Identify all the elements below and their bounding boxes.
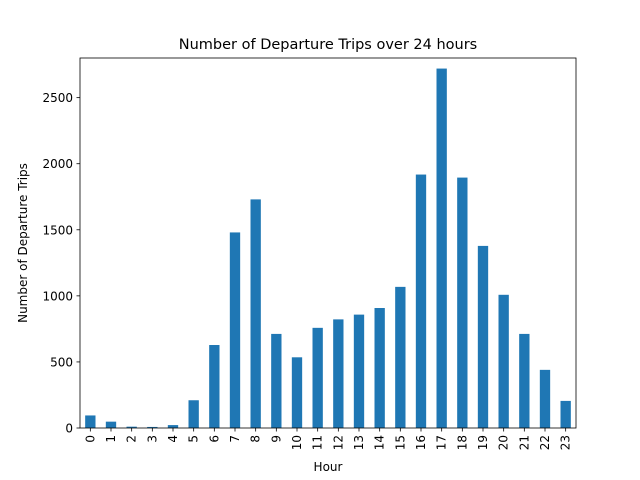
bar-hour-11 (312, 327, 323, 428)
x-tick-label: 6 (207, 435, 221, 443)
x-tick-label: 1 (104, 435, 118, 443)
y-axis-title: Number of Departure Trips (16, 163, 30, 323)
y-axis-ticks: 0 500 1000 1500 2000 2500 (42, 91, 80, 436)
x-tick-label: 2 (125, 435, 139, 443)
bar-hour-18 (457, 177, 468, 428)
bar-hour-15 (395, 286, 406, 428)
bar-hour-4 (167, 425, 179, 428)
x-tick-label: 13 (352, 435, 366, 450)
bar-hour-20 (498, 294, 509, 428)
bar-hour-9 (271, 333, 282, 428)
bar-hour-12 (333, 319, 344, 428)
bar-hour-8 (250, 199, 261, 428)
bar-hour-3 (147, 426, 158, 428)
bar-hour-22 (539, 369, 551, 428)
bar-hour-23 (560, 400, 571, 428)
bar-hour-6 (209, 345, 220, 428)
bar-hour-13 (353, 314, 365, 428)
x-axis-ticks: 0 1 2 3 4 5 6 7 8 9 10 11 12 13 14 15 16 17 18 19 20 21 22 23 (83, 428, 573, 450)
bar-hour-2 (126, 426, 137, 428)
chart-title: Number of Departure Trips over 24 hours (179, 37, 477, 53)
x-tick-label: 19 (476, 435, 490, 450)
x-tick-label: 21 (517, 435, 531, 450)
y-tick-label: 0 (65, 422, 73, 436)
x-tick-label: 20 (497, 435, 511, 450)
bar-hour-10 (291, 357, 303, 428)
bar-hour-21 (519, 333, 530, 428)
x-tick-label: 12 (331, 435, 345, 450)
y-tick-label: 2500 (42, 91, 73, 105)
x-tick-label: 22 (538, 435, 552, 450)
y-tick-label: 1500 (42, 223, 73, 237)
bar-hour-16 (415, 174, 427, 428)
bar-hour-19 (477, 245, 489, 428)
x-tick-label: 7 (228, 435, 242, 443)
y-tick-label: 2000 (42, 157, 73, 171)
y-tick-label: 500 (50, 355, 73, 369)
x-tick-label: 3 (145, 435, 159, 443)
x-tick-label: 18 (455, 435, 469, 450)
bar-hour-7 (229, 232, 241, 428)
x-tick-label: 14 (373, 435, 387, 450)
bar-hour-17 (436, 68, 447, 428)
bars-group (85, 68, 571, 428)
x-tick-label: 9 (269, 435, 283, 443)
x-axis-title: Hour (314, 460, 343, 474)
x-tick-label: 16 (414, 435, 428, 450)
bar-hour-5 (188, 400, 199, 428)
bar-hour-0 (85, 415, 96, 428)
x-tick-label: 15 (393, 435, 407, 450)
x-tick-label: 10 (290, 435, 304, 450)
x-tick-label: 11 (311, 435, 325, 450)
plot-area-frame (79, 57, 577, 429)
bar-hour-14 (374, 308, 385, 428)
x-tick-label: 0 (83, 435, 97, 443)
x-tick-label: 23 (559, 435, 573, 450)
x-tick-label: 5 (187, 435, 201, 443)
y-tick-label: 1000 (42, 289, 73, 303)
x-tick-label: 17 (435, 435, 449, 450)
bar-hour-1 (105, 421, 117, 428)
x-tick-label: 8 (249, 435, 263, 443)
x-tick-label: 4 (166, 435, 180, 443)
